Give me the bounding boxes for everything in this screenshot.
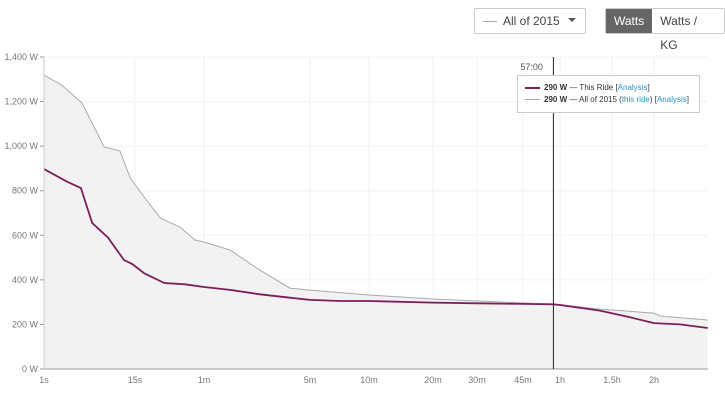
x-tick-label: 10m (360, 375, 378, 385)
y-tick-label: 1,200 W (4, 97, 38, 107)
legend-line-icon (483, 20, 497, 22)
x-tick-label: 1.5h (603, 375, 621, 385)
range-dropdown[interactable]: All of 2015 (474, 8, 586, 34)
unit-toggle: Watts Watts / KG (605, 8, 725, 52)
bracket: ] (686, 95, 689, 104)
y-tick-label: 200 W (12, 319, 39, 329)
bracket: ) [ (649, 95, 657, 104)
y-tick-label: 400 W (12, 275, 39, 285)
x-tick-label: 1h (555, 375, 565, 385)
y-tick-label: 800 W (12, 186, 39, 196)
year-value: 290 W (544, 95, 568, 104)
ride-key-icon (525, 86, 540, 89)
tooltip-ride-row: 290 W — This Ride [Analysis] (525, 82, 699, 94)
ride-text: — This Ride [ (567, 83, 618, 92)
x-tick-label: 15s (128, 375, 143, 385)
year-text: — All of 2015 ( (567, 95, 622, 104)
ride-value: 290 W (544, 83, 568, 92)
x-tick-label: 1m (198, 375, 211, 385)
year-key-icon (525, 99, 540, 101)
bracket: ] (647, 83, 650, 92)
y-tick-label: 1,400 W (4, 52, 38, 62)
y-tick-label: 1,000 W (4, 141, 38, 151)
tooltip-year-row: 290 W — All of 2015 (this ride) [Analysi… (525, 94, 699, 106)
x-tick-label: 30m (468, 375, 486, 385)
range-dropdown-label: All of 2015 (503, 14, 560, 28)
x-tick-label: 1s (39, 375, 49, 385)
x-tick-label: 2h (649, 375, 659, 385)
line-this-ride (43, 168, 708, 329)
watts-button[interactable]: Watts (606, 9, 653, 33)
x-tick-label: 20m (424, 375, 442, 385)
ride-analysis-link[interactable]: Analysis (617, 83, 648, 92)
caret-down-icon (568, 18, 576, 22)
y-tick-label: 0 W (22, 364, 39, 374)
tooltip: 290 W — This Ride [Analysis] 290 W — All… (517, 75, 700, 113)
cursor-label: 57:00 (520, 62, 543, 72)
watts-per-kg-button[interactable]: Watts / KG (660, 14, 698, 52)
x-tick-label: 5m (304, 375, 317, 385)
year-analysis-link[interactable]: Analysis (656, 95, 687, 104)
x-tick-label: 45m (514, 375, 532, 385)
area-all-2015 (44, 75, 708, 369)
this-ride-link[interactable]: this ride (621, 95, 650, 104)
y-tick-label: 600 W (12, 230, 39, 240)
